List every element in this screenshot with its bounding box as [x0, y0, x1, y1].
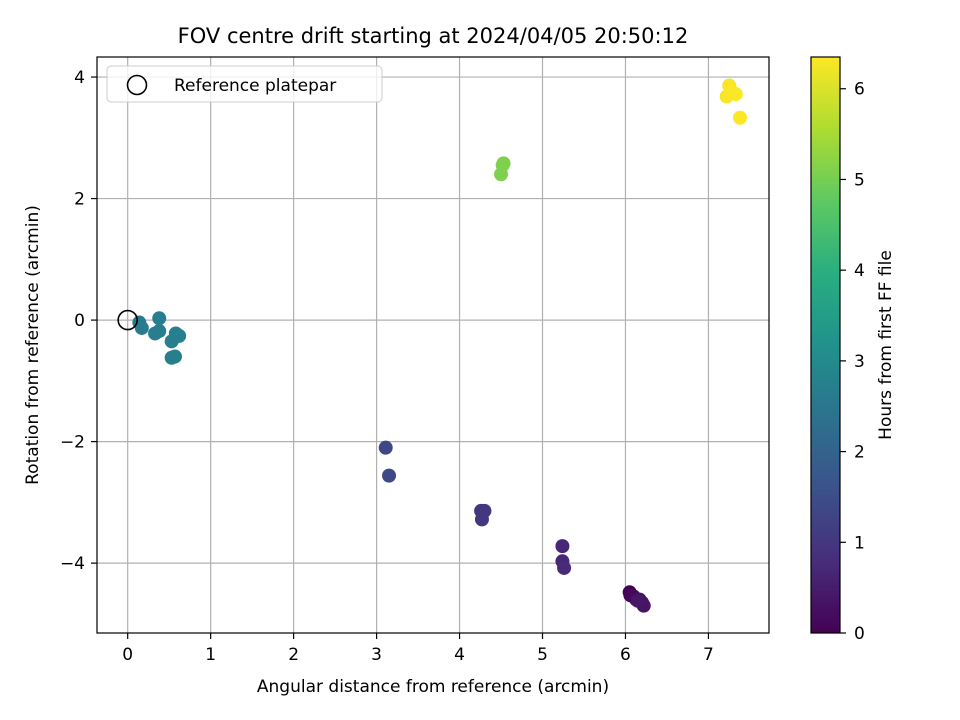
colorbar: 0 1 2 3 4 5 6 Hours from first FF file — [810, 56, 896, 644]
grid — [97, 57, 769, 633]
x-tick-label: 5 — [537, 645, 548, 665]
y-axis-title: Rotation from reference (arcmin) — [23, 205, 43, 485]
colorbar-tick-label: 6 — [854, 80, 865, 100]
x-tick-label: 6 — [620, 645, 631, 665]
data-point — [728, 87, 743, 102]
x-tick-label: 0 — [122, 645, 133, 665]
y-tick-label: 2 — [74, 190, 85, 210]
x-tick-label: 3 — [371, 645, 382, 665]
colorbar-tick-label: 1 — [854, 533, 865, 553]
colorbar-tick-label: 0 — [854, 624, 865, 644]
reference-platepar-marker — [117, 309, 138, 331]
data-point — [152, 324, 167, 339]
data-point — [382, 468, 397, 483]
y-tick-label: −2 — [60, 433, 85, 453]
colorbar-gradient — [811, 57, 840, 633]
chart-title: FOV centre drift starting at 2024/04/05 … — [178, 24, 689, 48]
colorbar-tick-label: 5 — [854, 170, 865, 190]
colorbar-tick-label: 3 — [854, 352, 865, 372]
x-tick-label: 2 — [288, 645, 299, 665]
data-point — [152, 311, 167, 326]
data-point — [172, 328, 187, 343]
x-axis-ticks: 0 1 2 3 4 5 6 7 — [122, 633, 714, 665]
x-tick-label: 4 — [454, 645, 465, 665]
data-point — [555, 539, 570, 554]
legend-box — [106, 65, 383, 103]
colorbar-tick-label: 2 — [854, 443, 865, 463]
data-point — [496, 156, 511, 171]
data-point — [732, 110, 747, 125]
y-tick-label: −4 — [60, 554, 85, 574]
colorbar-tick-label: 4 — [854, 261, 865, 281]
y-tick-label: 0 — [74, 311, 85, 331]
scatter-points — [132, 78, 747, 613]
data-point — [474, 512, 489, 527]
data-point — [134, 320, 149, 335]
data-point — [167, 349, 182, 364]
colorbar-title: Hours from first FF file — [876, 250, 896, 440]
x-tick-label: 1 — [205, 645, 216, 665]
y-axis-ticks: −4 −2 0 2 4 — [60, 68, 97, 574]
colorbar-ticks: 0 1 2 3 4 5 6 — [840, 80, 865, 644]
x-axis-title: Angular distance from reference (arcmin) — [257, 677, 609, 697]
data-point — [630, 593, 645, 608]
legend-marker — [126, 74, 148, 96]
legend: Reference platepar — [106, 65, 383, 103]
x-tick-label: 7 — [703, 645, 714, 665]
y-tick-label: 4 — [74, 68, 85, 88]
colorbar-frame — [810, 56, 841, 634]
data-point — [378, 440, 393, 455]
data-point — [557, 560, 572, 575]
plot-frame — [96, 56, 770, 634]
legend-label: Reference platepar — [174, 76, 336, 96]
